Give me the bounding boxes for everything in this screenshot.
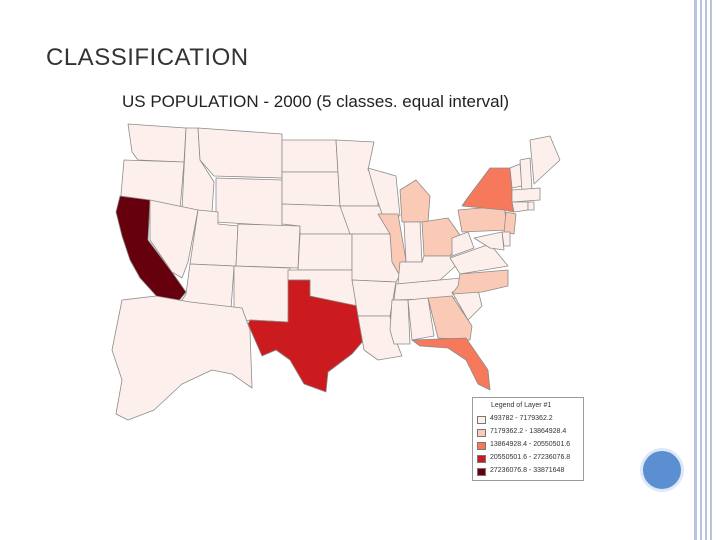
legend-label: 13864928.4 - 20550501.6 (490, 441, 571, 448)
legend-label: 20550501.6 - 27236076.8 (490, 454, 571, 461)
state-ks (297, 233, 353, 271)
state-wy (215, 177, 283, 227)
state-me (529, 135, 561, 185)
slide-title: CLASSIFICATION (46, 44, 249, 71)
legend-label: 27236076.8 - 33871648 (490, 467, 565, 474)
slide-rail-edge (710, 0, 712, 540)
state-va (449, 243, 509, 275)
legend-row: 20550501.6 - 27236076.8 (477, 454, 583, 465)
state-mi (399, 179, 431, 223)
state-ms (389, 299, 411, 345)
state-ny (461, 167, 515, 213)
state-co (235, 223, 301, 269)
state-md (473, 231, 505, 251)
state-nd (281, 139, 339, 173)
legend-swatch (477, 442, 486, 450)
state-nj (503, 211, 517, 235)
state-ri (527, 201, 535, 211)
legend-swatch (477, 429, 486, 437)
slide-decoration-circle (640, 448, 684, 492)
legend-label: 7179362.2 - 13864928.4 (490, 428, 567, 435)
legend-swatch (477, 416, 486, 424)
map-legend: Legend of Layer #1 493782 - 7179362.2 71… (472, 397, 584, 481)
legend-row: 13864928.4 - 20550501.6 (477, 441, 583, 452)
slide-rail-inner (705, 0, 707, 540)
slide-rail-outer (694, 0, 697, 540)
state-mt (197, 127, 283, 179)
legend-swatch (477, 468, 486, 476)
legend-label: 493782 - 7179362.2 (490, 415, 553, 422)
state-wa (127, 123, 187, 163)
state-in (403, 221, 423, 263)
legend-row: 27236076.8 - 33871648 (477, 467, 583, 478)
legend-swatch (477, 455, 486, 463)
state-tx (247, 279, 365, 393)
state-fl (411, 337, 491, 391)
state-ar (351, 279, 397, 317)
legend-row: 493782 - 7179362.2 (477, 415, 583, 426)
state-wv (451, 231, 475, 257)
state-sd (281, 171, 341, 207)
state-ak (111, 295, 253, 421)
state-nc (451, 269, 509, 295)
legend-title: Legend of Layer #1 (491, 402, 552, 409)
state-al (407, 297, 435, 341)
legend-row: 7179362.2 - 13864928.4 (477, 428, 583, 439)
state-nh (519, 157, 533, 193)
slide-rail-mid (700, 0, 702, 540)
state-ga (427, 295, 473, 341)
state-ct (511, 201, 529, 213)
map-title: US POPULATION - 2000 (5 classes. equal i… (122, 92, 510, 111)
state-ma (511, 187, 541, 203)
